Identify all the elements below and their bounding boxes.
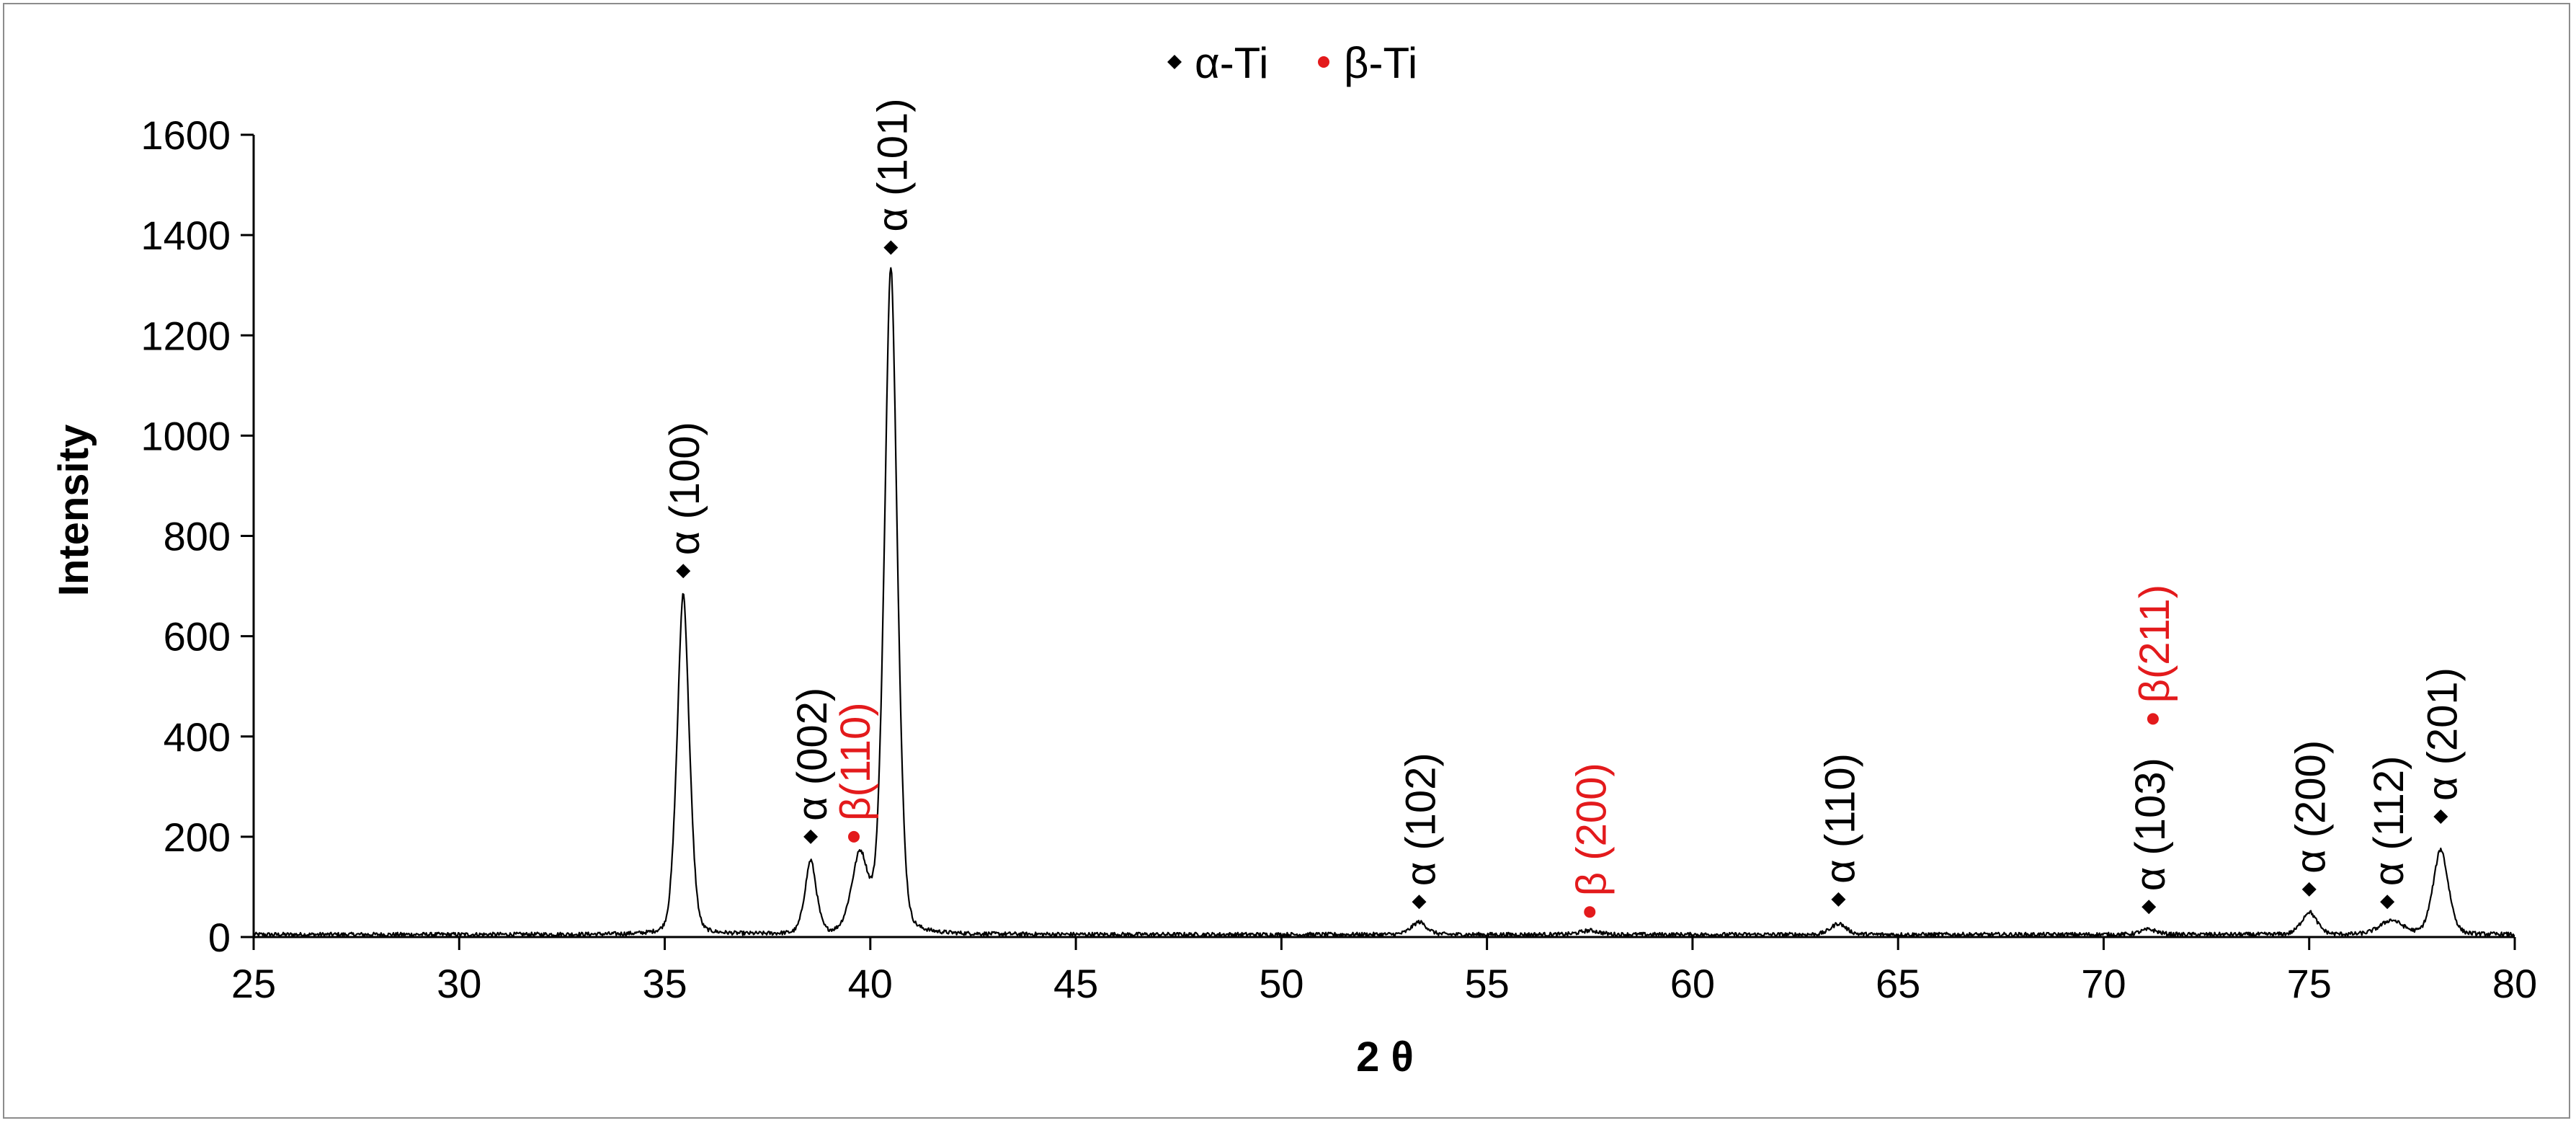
alpha-peak-label: α (110)	[1817, 753, 1863, 884]
legend: α-Ti β-Ti	[1167, 39, 1417, 87]
beta-peak-label: β(110)	[832, 702, 879, 820]
alpha-peak-marker	[676, 564, 691, 579]
alpha-peak-marker	[2142, 900, 2157, 915]
beta-peak-marker	[847, 830, 860, 843]
alpha-peak-label: α (200)	[2288, 740, 2335, 874]
beta-peak-marker	[2147, 713, 2159, 725]
x-tick-label: 30	[437, 961, 481, 1006]
y-axis-title: Intensity	[50, 425, 97, 597]
alpha-peak-label: α (201)	[2419, 667, 2466, 801]
annotation-layer: α (100) α (002)β(110) α (101) α (102) β (200…	[661, 98, 2466, 918]
x-tick-label: 25	[231, 961, 276, 1006]
x-tick-label: 45	[1053, 961, 1098, 1006]
x-tick-label: 35	[642, 961, 687, 1006]
x-axis-title: 2 θ	[1356, 1034, 1414, 1080]
y-tick-label: 1600	[141, 112, 231, 158]
y-tick-label: 600	[164, 614, 231, 660]
curve-layer	[253, 267, 2515, 938]
y-tick-label: 200	[164, 814, 231, 860]
x-tick-label: 40	[848, 961, 893, 1006]
beta-peak-label: β (200)	[1568, 763, 1615, 896]
y-tick-label: 1400	[141, 213, 231, 258]
legend-alpha-marker	[1167, 55, 1182, 69]
x-tick-label: 75	[2287, 961, 2332, 1006]
y-tick-label: 400	[164, 714, 231, 760]
alpha-peak-label: α (112)	[2366, 756, 2412, 887]
x-tick-label: 80	[2492, 961, 2537, 1006]
alpha-peak-marker	[1412, 895, 1427, 910]
y-tick-label: 1200	[141, 313, 231, 358]
alpha-peak-marker	[2301, 882, 2317, 897]
beta-peak-label: β(211)	[2131, 585, 2178, 703]
beta-peak-marker	[1584, 906, 1596, 918]
alpha-peak-marker	[883, 240, 899, 255]
x-tick-label: 70	[2081, 961, 2126, 1006]
alpha-peak-label: α (101)	[869, 98, 916, 231]
alpha-peak-label: α (102)	[1397, 753, 1444, 886]
axes: 0 200 400 600 800 1000 1200 1400 1600 25 30 35 40 45 5…	[141, 112, 2537, 1006]
alpha-peak-marker	[2380, 895, 2395, 910]
x-tick-label: 55	[1464, 961, 1509, 1006]
x-tick-label: 50	[1259, 961, 1303, 1006]
alpha-peak-marker	[803, 829, 819, 844]
xrd-curve	[253, 267, 2515, 938]
legend-label: α-Ti	[1195, 39, 1268, 87]
alpha-peak-label: α (100)	[661, 422, 708, 555]
alpha-peak-marker	[2433, 809, 2448, 825]
y-tick-label: 0	[208, 915, 231, 960]
x-tick-label: 60	[1670, 961, 1715, 1006]
legend-label: β-Ti	[1344, 39, 1417, 87]
x-tick-label: 65	[1876, 961, 1920, 1006]
alpha-peak-marker	[1831, 892, 1846, 907]
y-tick-label: 1000	[141, 413, 231, 458]
alpha-peak-label: α (002)	[789, 688, 836, 821]
alpha-peak-label: α (103)	[2127, 758, 2174, 891]
y-tick-label: 800	[164, 514, 231, 559]
legend-beta-marker	[1318, 56, 1329, 68]
